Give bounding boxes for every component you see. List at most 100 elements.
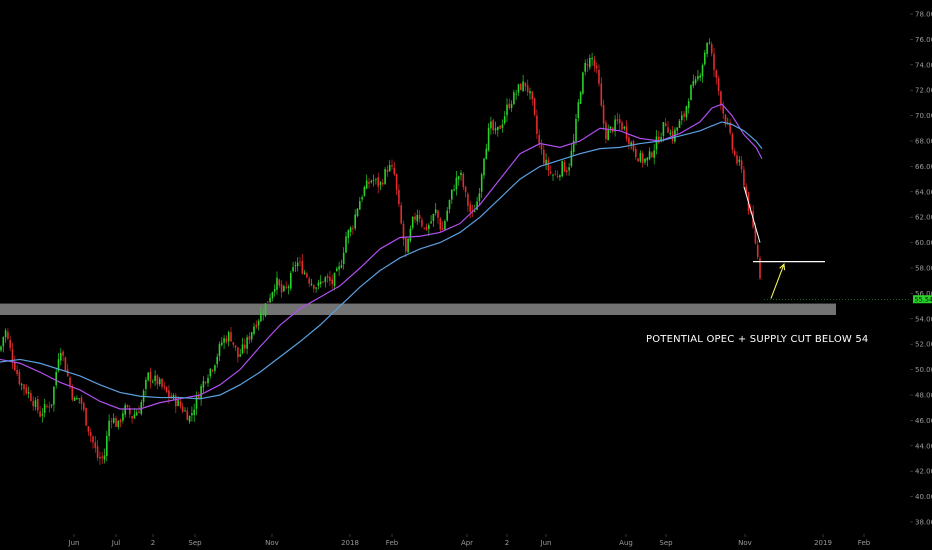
candle — [53, 386, 55, 412]
candle — [407, 237, 409, 253]
candle — [110, 417, 113, 429]
candle — [262, 308, 264, 321]
candle — [517, 83, 520, 96]
candle — [283, 284, 285, 293]
candle — [566, 166, 568, 176]
candle — [175, 393, 177, 414]
candle — [16, 365, 18, 376]
candle — [478, 188, 481, 206]
candle — [375, 178, 377, 185]
candle — [377, 172, 379, 194]
candle — [455, 171, 458, 196]
candle — [124, 402, 126, 418]
candle — [260, 306, 262, 322]
candle — [338, 261, 340, 276]
moving-averages-layer — [0, 103, 763, 410]
y-tick-label: 76.00 — [915, 36, 932, 44]
candle — [115, 415, 117, 428]
candle — [50, 404, 53, 409]
candle — [432, 213, 435, 227]
candle — [271, 291, 274, 302]
candle — [78, 398, 80, 404]
candle — [554, 169, 557, 176]
x-tick-label: Apr — [461, 539, 473, 547]
candle — [27, 386, 30, 399]
drawings-layer — [743, 186, 910, 300]
candle — [221, 337, 223, 347]
candle — [602, 99, 605, 131]
candle — [156, 374, 159, 390]
candle — [324, 276, 327, 288]
candle — [85, 407, 87, 427]
x-tick-label: 2 — [505, 539, 509, 547]
candle — [313, 284, 315, 293]
candle — [204, 381, 207, 385]
candle — [193, 403, 195, 423]
candle — [740, 156, 743, 173]
moving-average-line-2 — [0, 121, 763, 400]
candle — [306, 271, 308, 279]
candle — [692, 74, 695, 89]
candle — [538, 129, 540, 148]
candle — [391, 159, 393, 170]
candle — [662, 122, 665, 142]
candle — [0, 345, 2, 353]
candle — [158, 376, 161, 387]
candle — [685, 105, 688, 121]
candle — [724, 113, 727, 128]
candle — [285, 281, 287, 290]
candle — [352, 225, 354, 235]
candle — [214, 364, 216, 374]
candle — [441, 221, 444, 230]
candle — [227, 330, 230, 347]
candle — [715, 69, 718, 85]
candle — [543, 144, 545, 166]
candle — [37, 395, 39, 414]
candle — [595, 62, 598, 74]
candle — [4, 328, 7, 343]
candle — [510, 100, 513, 112]
x-tick-label: Feb — [386, 539, 399, 547]
candle — [246, 334, 248, 355]
candle — [331, 274, 333, 289]
candle — [48, 401, 51, 413]
candle — [73, 396, 76, 401]
y-tick-label: 72.00 — [915, 87, 932, 95]
candle — [421, 217, 423, 229]
candle — [41, 408, 44, 423]
candle — [400, 202, 402, 225]
candle — [591, 52, 593, 66]
candle — [547, 157, 550, 177]
candle — [239, 348, 241, 358]
candle — [179, 398, 182, 409]
candle — [658, 130, 660, 144]
candle — [756, 240, 759, 260]
candle — [697, 69, 699, 82]
candle — [129, 405, 131, 418]
candle — [411, 216, 414, 230]
candle — [485, 143, 488, 160]
y-tick-label: 74.00 — [915, 61, 932, 69]
candle — [39, 406, 41, 418]
candle — [572, 133, 575, 156]
candle — [644, 158, 646, 165]
candle — [513, 89, 515, 105]
y-tick-label: 70.00 — [915, 112, 932, 120]
candle — [524, 82, 527, 92]
candle — [365, 174, 368, 190]
x-tick-label: Jun — [68, 539, 80, 547]
candle — [508, 98, 511, 110]
candle — [349, 226, 352, 237]
candle — [99, 451, 101, 465]
candle — [356, 207, 359, 218]
candle — [294, 261, 297, 273]
x-axis: Jun Jul 2 Sep Nov 2018 Feb Apr 2 Jun Aug Sep Nov 2019… — [68, 534, 871, 547]
candle — [430, 215, 432, 225]
candle — [147, 372, 149, 382]
candle — [738, 156, 741, 166]
candle — [637, 158, 639, 162]
candle — [503, 111, 506, 125]
y-tick-label: 60.00 — [915, 239, 932, 247]
y-tick-label: 54.00 — [915, 315, 932, 323]
candle — [457, 175, 460, 186]
